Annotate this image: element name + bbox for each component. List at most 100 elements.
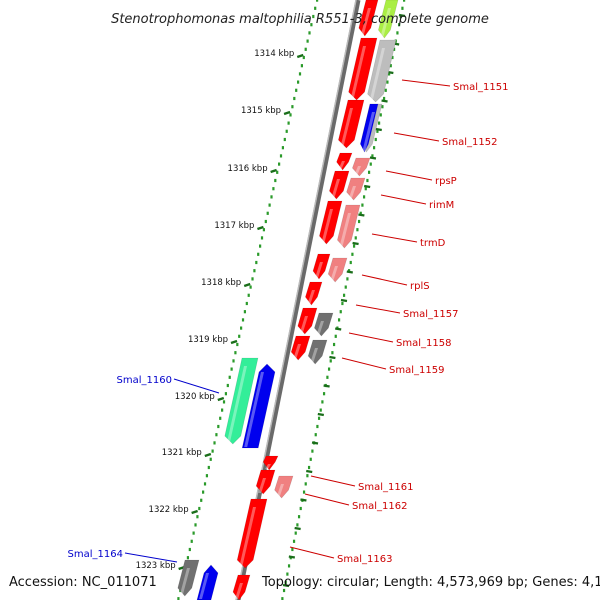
gene-label[interactable]: Smal_1157	[403, 309, 458, 320]
ruler-tick	[204, 452, 212, 458]
dot-inner	[266, 211, 269, 215]
dot-inner	[247, 293, 250, 297]
gene-leader-line	[401, 79, 451, 87]
ruler-tick-label: 1317 kbp	[214, 221, 254, 231]
dot-inner	[209, 457, 212, 461]
outer-tick	[346, 270, 353, 274]
gene-label[interactable]: rimM	[429, 200, 454, 211]
dot-inner	[232, 359, 235, 363]
gene-label[interactable]: Smal_1152	[442, 137, 497, 148]
gene-label[interactable]: Smal_1160	[117, 375, 172, 386]
ruler-tick-label: 1316 kbp	[228, 164, 268, 174]
gene-leader-line	[310, 475, 356, 487]
ruler-tick-label: 1319 kbp	[188, 335, 228, 345]
ruler-tick	[243, 282, 251, 288]
dot-outer	[396, 31, 399, 35]
gene-label[interactable]: Smal_1159	[389, 365, 444, 376]
gene-leader-line	[371, 233, 418, 243]
ruler-tick	[283, 110, 291, 116]
gene-label[interactable]: Smal_1163	[337, 554, 392, 565]
gene-pink-1162	[274, 475, 294, 499]
dot-inner	[213, 441, 216, 445]
dot-inner	[276, 170, 279, 174]
gene-leader-line	[380, 194, 427, 205]
dot-outer	[329, 359, 332, 363]
dot-outer	[281, 597, 284, 600]
dot-outer	[339, 310, 342, 314]
gene-leader-line	[355, 304, 401, 314]
gene-smal-1159	[290, 335, 311, 361]
outer-tick	[294, 526, 301, 531]
dot-outer	[389, 64, 392, 68]
dot-inner	[194, 523, 197, 527]
dot-inner	[202, 490, 205, 494]
dot-outer	[342, 293, 346, 297]
dot-inner	[285, 129, 288, 133]
dot-inner	[298, 72, 302, 76]
gene-label[interactable]: Smal_1158	[396, 338, 451, 349]
gene-label[interactable]: Smal_1162	[352, 501, 407, 512]
gene-smal-1157	[305, 281, 323, 306]
dot-inner	[188, 547, 191, 552]
gene-labels: Smal_1151 Smal_1152 rpsP rimM trmD rplS Smal_1…	[68, 79, 508, 565]
dot-outer	[344, 285, 347, 289]
gene-leader-line	[393, 132, 440, 142]
dot-inner	[186, 556, 190, 560]
gene-smal-1152	[338, 99, 365, 149]
gene-smal-1151	[348, 37, 378, 101]
dot-inner	[281, 146, 285, 150]
ruler-tick	[296, 53, 304, 59]
dot-outer	[302, 490, 306, 494]
gene-label[interactable]: Smal_1161	[358, 482, 413, 493]
gene-label[interactable]: rplS	[410, 281, 430, 292]
dot-inner	[262, 228, 266, 232]
gene-label[interactable]: Smal_1164	[68, 549, 123, 560]
dot-outer	[307, 465, 311, 470]
dot-inner	[268, 203, 271, 207]
dot-outer	[401, 6, 404, 10]
dot-inner	[274, 178, 277, 183]
outer-tick	[306, 469, 313, 474]
dot-outer	[382, 96, 386, 101]
gene-leader-line	[348, 332, 394, 343]
dot-inner	[287, 121, 290, 125]
dot-inner	[308, 31, 311, 35]
dot-outer	[314, 433, 317, 437]
dot-outer	[374, 137, 377, 142]
dot-inner	[245, 301, 248, 306]
dot-outer	[322, 392, 326, 396]
topology-text: Topology: circular; Length: 4,573,969 bp…	[261, 575, 600, 590]
dot-inner	[295, 88, 298, 92]
dot-inner	[306, 39, 309, 43]
dot-inner	[240, 326, 243, 330]
dot-outer	[394, 39, 397, 43]
dot-outer	[371, 154, 374, 158]
dot-outer	[284, 580, 287, 584]
ruler-tick	[270, 168, 278, 174]
gene-smal-1160-green	[224, 357, 259, 445]
dot-outer	[381, 105, 384, 109]
dot-outer	[403, 0, 406, 2]
dot-outer	[287, 564, 291, 568]
outer-tick	[323, 384, 330, 388]
dot-outer	[367, 170, 371, 174]
dot-inner	[259, 244, 262, 248]
dot-outer	[372, 146, 376, 150]
ruler-tick-label: 1322 kbp	[149, 505, 189, 515]
dot-inner	[238, 334, 241, 338]
dot-inner	[289, 113, 292, 117]
gene-feature-grey	[367, 39, 397, 103]
dot-inner	[203, 482, 207, 486]
gene-label[interactable]: trmD	[420, 238, 446, 249]
dot-inner	[283, 137, 286, 142]
ruler-tick-label: 1323 kbp	[136, 561, 176, 571]
gene-label[interactable]: Smal_1151	[453, 82, 508, 93]
dot-inner	[249, 285, 252, 289]
dot-inner	[211, 449, 214, 453]
dot-inner	[304, 47, 307, 51]
gene-label[interactable]: rpsP	[435, 176, 457, 187]
dot-outer	[292, 539, 296, 543]
outer-tick	[398, 13, 406, 18]
dot-inner	[291, 105, 294, 109]
